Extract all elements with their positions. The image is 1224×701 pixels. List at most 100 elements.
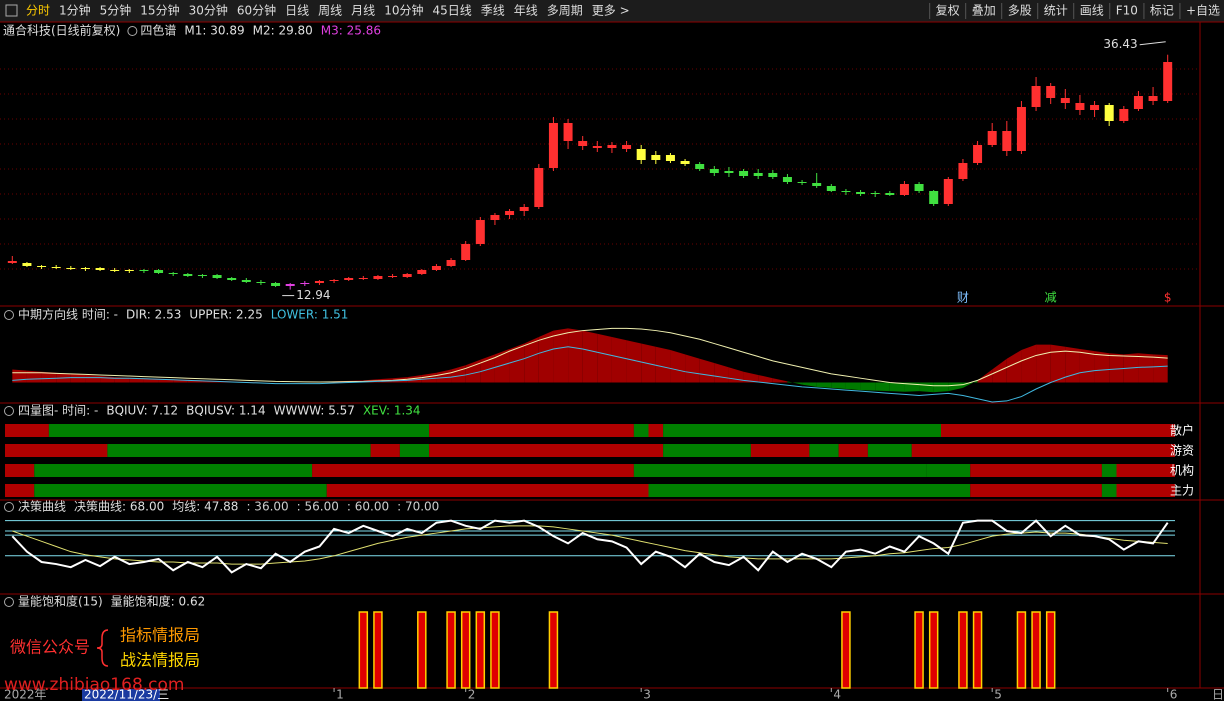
x-tick-label: 2: [468, 688, 476, 701]
indicator-line: [12, 327, 1168, 387]
tool-button[interactable]: 画线: [1080, 4, 1104, 18]
period-tab[interactable]: 多周期: [547, 4, 583, 18]
state-band: [312, 464, 634, 477]
candle-body: [753, 173, 763, 176]
state-band: [970, 484, 1102, 497]
direction-area: [787, 381, 803, 385]
panel-icon[interactable]: [127, 26, 138, 36]
panel-icon[interactable]: [4, 597, 14, 607]
candle-body: [1133, 96, 1143, 109]
tool-button[interactable]: F10: [1116, 4, 1138, 18]
panel-icon[interactable]: [4, 310, 14, 320]
candle-body: [1060, 98, 1070, 103]
menu-icon[interactable]: [5, 4, 18, 17]
state-band: [370, 444, 400, 457]
event-marker: 财: [957, 291, 969, 305]
period-tab[interactable]: 1分钟: [59, 3, 91, 18]
tool-button[interactable]: +自选: [1186, 4, 1220, 18]
legend-item: WWWW: 5.57: [274, 404, 355, 418]
state-band: [107, 444, 371, 457]
legend-item: 量能饱和度: 0.62: [111, 594, 206, 609]
state-band: [663, 444, 751, 457]
candle-body: [402, 274, 412, 277]
tool-button[interactable]: 统计: [1044, 4, 1068, 18]
legend-item: 通合科技(日线前复权): [3, 23, 120, 38]
period-tab[interactable]: 周线: [318, 4, 342, 18]
candle-body: [168, 273, 178, 274]
candle-body: [1002, 131, 1012, 151]
state-band: [429, 444, 664, 457]
direction-area: [699, 358, 715, 383]
candle-body: [797, 182, 807, 183]
direction-area: [889, 382, 905, 392]
period-tab[interactable]: 45日线: [432, 4, 471, 18]
legend-item: 决策曲线: 68.00: [74, 500, 164, 514]
direction-area: [831, 382, 846, 390]
direction-area: [626, 340, 642, 383]
candle-body: [1090, 105, 1100, 110]
candle-body: [782, 177, 792, 182]
direction-area: [421, 372, 437, 383]
legend-item: DIR: 2.53: [126, 308, 181, 322]
direction-area: [1036, 344, 1051, 383]
panel-icon[interactable]: [4, 502, 14, 512]
direction-area: [70, 373, 86, 383]
candle-body: [958, 163, 968, 179]
candle-body: [475, 220, 485, 244]
candle-body: [768, 173, 778, 177]
candle-body: [856, 192, 866, 194]
legend-item: BQIUSV: 1.14: [186, 404, 265, 418]
candle-body: [461, 244, 471, 260]
candle-body: [973, 145, 983, 163]
direction-area: [494, 348, 510, 383]
period-tab[interactable]: 更多 >: [592, 4, 630, 18]
candle-body: [431, 266, 441, 270]
period-tab[interactable]: 日线: [285, 4, 309, 18]
watermark-name: 指标情报局: [120, 626, 200, 645]
candle-body: [929, 191, 939, 204]
state-band: [5, 484, 35, 497]
direction-area: [582, 330, 598, 383]
period-tab[interactable]: 分时: [26, 4, 50, 18]
period-tab[interactable]: 年线: [514, 4, 538, 18]
panel-icon[interactable]: [4, 406, 14, 416]
candle-body: [80, 268, 90, 269]
period-tab[interactable]: 60分钟: [237, 3, 276, 18]
candle-body: [110, 270, 120, 271]
period-tab[interactable]: 月线: [351, 4, 375, 18]
candle-body: [505, 211, 515, 215]
tool-button[interactable]: 多股: [1008, 4, 1032, 18]
candle-body: [446, 260, 456, 266]
candle-body: [51, 267, 61, 268]
state-band: [429, 424, 634, 437]
legend-item: : 56.00: [297, 500, 339, 514]
x-tick-label: 3: [643, 688, 651, 701]
state-band: [970, 464, 1102, 477]
watermark-account: 微信公众号: [10, 638, 90, 657]
tool-button[interactable]: 叠加: [972, 4, 996, 18]
candle-body: [1163, 62, 1173, 101]
candle-body: [1119, 109, 1129, 121]
state-band: [48, 424, 430, 437]
period-tab[interactable]: 5分钟: [100, 3, 132, 18]
period-tab[interactable]: 15分钟: [140, 3, 179, 18]
period-tab[interactable]: 30分钟: [189, 3, 228, 18]
tool-button[interactable]: 标记: [1150, 4, 1174, 18]
state-band: [926, 464, 971, 477]
candle-body: [592, 146, 602, 148]
direction-area: [685, 354, 700, 383]
legend-item: XEV: 1.34: [363, 404, 421, 418]
bar: [972, 611, 983, 689]
candle-body: [519, 207, 529, 211]
candle-body: [739, 171, 749, 176]
candle-body: [124, 270, 134, 271]
tool-button[interactable]: 复权: [936, 4, 960, 18]
period-tab[interactable]: 季线: [481, 4, 505, 18]
direction-area: [465, 359, 481, 383]
candle-body: [548, 123, 558, 168]
period-tab[interactable]: 10分钟: [384, 3, 423, 18]
legend-item: M3: 25.86: [321, 24, 381, 38]
legend-item: LOWER: 1.51: [271, 308, 349, 322]
event-marker: 减: [1045, 291, 1057, 305]
